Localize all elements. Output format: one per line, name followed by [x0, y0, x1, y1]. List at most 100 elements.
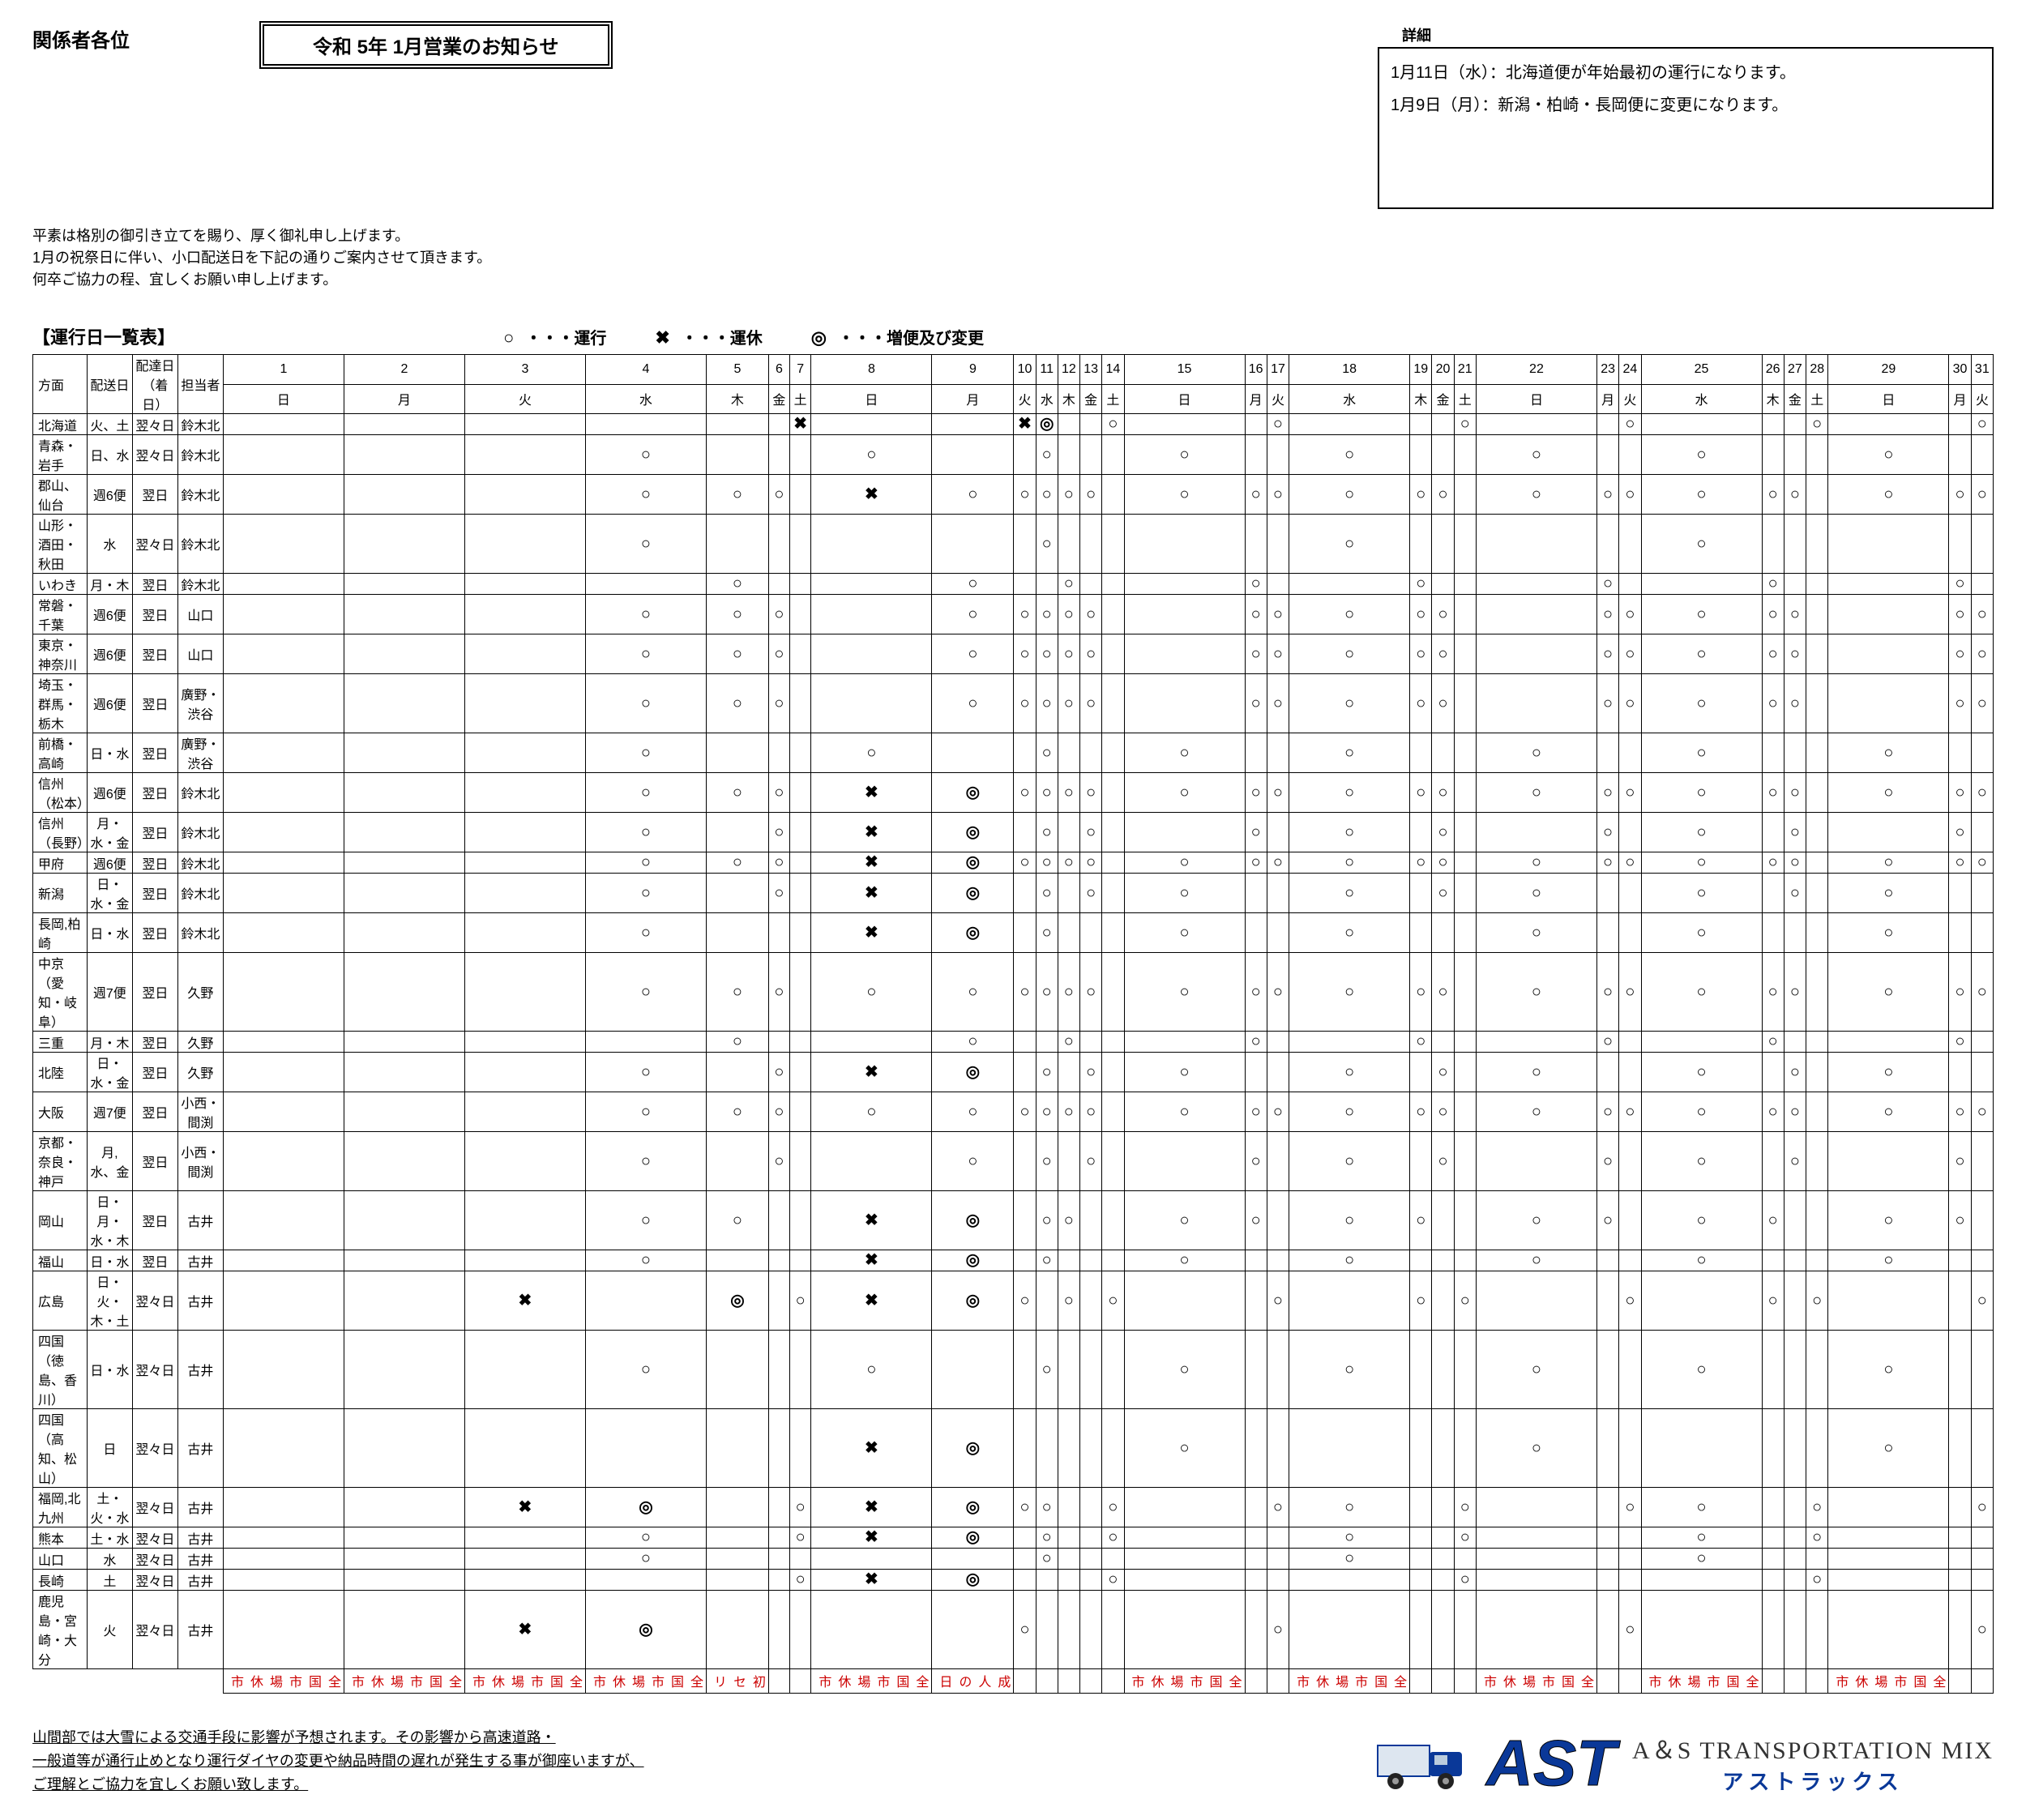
cell-mark: ○ — [768, 773, 789, 813]
intro-line: 何卒ご協力の程、宜しくお願い申し上げます。 — [32, 269, 1994, 291]
cell-mark — [1079, 913, 1101, 953]
cell-mark — [1762, 913, 1784, 953]
cell-deliv: 翌日 — [132, 733, 177, 773]
cell-mark: ○ — [1245, 674, 1267, 733]
cell-mark: ○ — [1267, 475, 1289, 515]
cell-mark — [1058, 913, 1079, 953]
cell-mark — [1124, 1032, 1245, 1053]
cell-mark — [1267, 1409, 1289, 1488]
cell-mark: ◎ — [932, 1053, 1014, 1092]
cell-mark — [223, 1053, 344, 1092]
cell-staff: 古井 — [177, 1549, 223, 1570]
cell-mark — [1410, 733, 1432, 773]
cell-mark: ○ — [768, 475, 789, 515]
cell-deliv: 翌日 — [132, 1032, 177, 1053]
cell-staff: 鈴木北 — [177, 435, 223, 475]
cell-mark — [1596, 1570, 1618, 1591]
cell-mark: ✖ — [789, 414, 811, 435]
cell-mark: ○ — [1289, 773, 1410, 813]
route-row: 新潟日・水・金翌日鈴木北○○✖◎○○○○○○○○○ — [33, 874, 1994, 913]
day-note-cell: 全国市場休市 — [1828, 1669, 1949, 1694]
cell-mark — [789, 595, 811, 634]
cell-mark: ○ — [706, 773, 768, 813]
day-note-cell — [1762, 1669, 1784, 1694]
details-box: 1月11日（水）：北海道便が年始最初の運行になります。1月9日（月）：新潟・柏崎… — [1378, 47, 1994, 209]
route-row: 京都・奈良・神戸月,水、金翌日小西・間渕○○○○○○○○○○○○ — [33, 1132, 1994, 1191]
cell-mark — [344, 1191, 464, 1250]
cell-mark: ✖ — [811, 1570, 932, 1591]
cell-staff: 古井 — [177, 1191, 223, 1250]
cell-mark — [223, 1191, 344, 1250]
cell-mark — [1432, 1331, 1454, 1409]
cell-mark — [1432, 1032, 1454, 1053]
cell-staff: 鈴木北 — [177, 773, 223, 813]
cell-mark — [1079, 435, 1101, 475]
cell-mark — [768, 1191, 789, 1250]
cell-ship: 土 — [87, 1570, 132, 1591]
cell-mark — [1267, 1032, 1289, 1053]
cell-mark: ○ — [1124, 1053, 1245, 1092]
cell-mark — [1124, 515, 1245, 574]
cell-mark — [1102, 595, 1124, 634]
cell-mark: ○ — [1762, 773, 1784, 813]
cell-mark: ○ — [1784, 852, 1806, 874]
cell-staff: 古井 — [177, 1271, 223, 1331]
cell-mark: ○ — [1641, 435, 1762, 475]
cell-mark: ○ — [1267, 634, 1289, 674]
cell-staff: 古井 — [177, 1591, 223, 1669]
cell-mark — [1245, 874, 1267, 913]
cell-mark — [1410, 1488, 1432, 1527]
cell-mark: ○ — [1245, 813, 1267, 852]
cell-mark — [1619, 1191, 1641, 1250]
cell-mark — [464, 1527, 585, 1549]
cell-mark — [1949, 515, 1971, 574]
col-day: 31 — [1971, 355, 1993, 385]
cell-deliv: 翌日 — [132, 1132, 177, 1191]
cell-mark — [1971, 874, 1993, 913]
cell-mark — [811, 634, 932, 674]
cell-mark — [1079, 574, 1101, 595]
cell-mark — [1806, 674, 1828, 733]
cell-mark: ○ — [1079, 1053, 1101, 1092]
cell-mark: ○ — [1784, 1092, 1806, 1132]
cell-mark: ○ — [1641, 475, 1762, 515]
col-weekday: 木 — [706, 384, 768, 414]
cell-mark — [1267, 1132, 1289, 1191]
col-deliv: 配達日（着日） — [132, 355, 177, 414]
cell-mark: ○ — [1806, 1570, 1828, 1591]
cell-mark — [1619, 1409, 1641, 1488]
cell-mark: ○ — [1596, 634, 1618, 674]
col-weekday: 土 — [1454, 384, 1476, 414]
cell-mark: ○ — [1079, 634, 1101, 674]
cell-mark: ○ — [1619, 1488, 1641, 1527]
cell-mark: ✖ — [1014, 414, 1036, 435]
cell-mark — [1454, 1549, 1476, 1570]
cell-mark — [1410, 515, 1432, 574]
cell-mark: ○ — [1432, 1132, 1454, 1191]
cell-mark — [1596, 1271, 1618, 1331]
cell-mark: ○ — [1971, 595, 1993, 634]
col-day: 16 — [1245, 355, 1267, 385]
cell-staff: 古井 — [177, 1488, 223, 1527]
cell-mark: ○ — [585, 874, 706, 913]
cell-mark: ○ — [1014, 773, 1036, 813]
day-note-cell — [1432, 1669, 1454, 1694]
cell-mark — [1058, 1549, 1079, 1570]
col-day: 8 — [811, 355, 932, 385]
day-note: 全国市場休市 — [813, 1673, 930, 1690]
cell-mark — [1432, 435, 1454, 475]
day-note-cell — [1784, 1669, 1806, 1694]
cell-mark — [223, 913, 344, 953]
col-weekday: 月 — [1245, 384, 1267, 414]
cell-mark — [344, 1271, 464, 1331]
cell-mark — [811, 1132, 932, 1191]
cell-mark: ○ — [1971, 674, 1993, 733]
col-day: 24 — [1619, 355, 1641, 385]
cell-mark: ○ — [932, 1032, 1014, 1053]
cell-mark: ○ — [811, 1331, 932, 1409]
cell-mark: ○ — [1124, 953, 1245, 1032]
cell-mark — [789, 1409, 811, 1488]
cell-mark — [223, 1032, 344, 1053]
cell-mark: ○ — [585, 634, 706, 674]
cell-mark — [1784, 1191, 1806, 1250]
